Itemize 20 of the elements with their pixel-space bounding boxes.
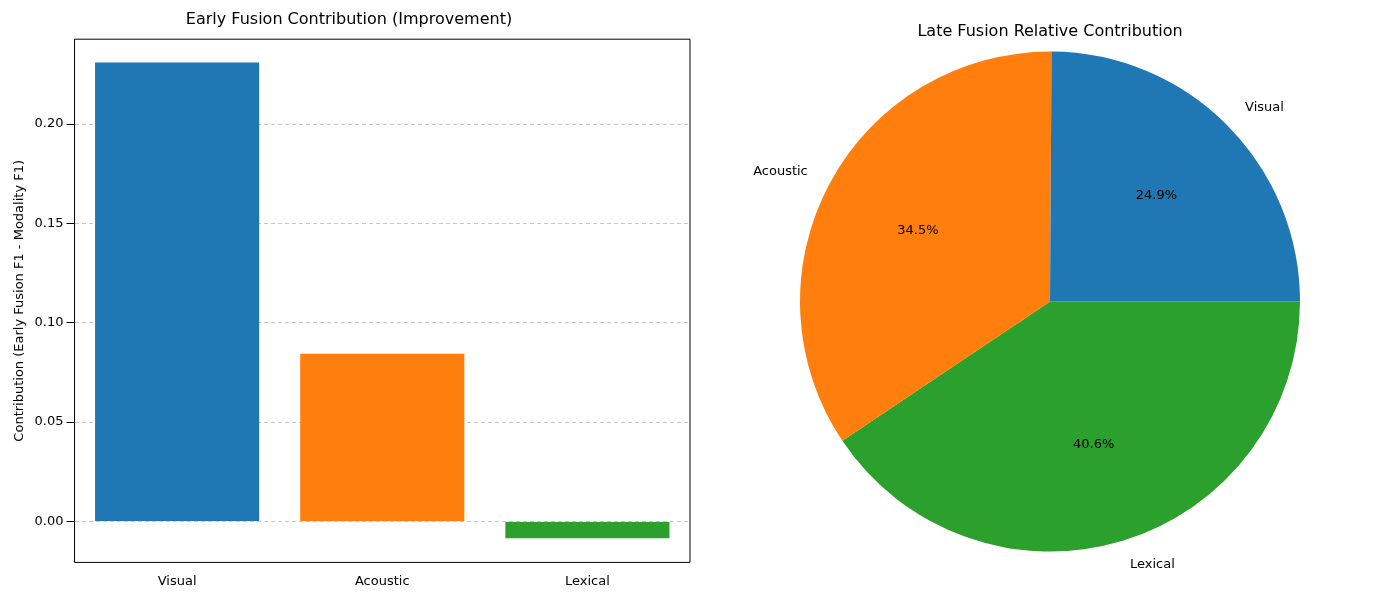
y-tick-label: 0.20	[34, 115, 64, 131]
slice-label: Acoustic	[753, 162, 808, 178]
data-label: 40.6%	[1073, 436, 1115, 452]
x-tick-label: Acoustic	[354, 572, 410, 588]
data-label: 24.9%	[1135, 187, 1178, 203]
x-tick-label: Lexical	[565, 572, 610, 588]
slice-label: Lexical	[1130, 556, 1175, 572]
chart-title: Early Fusion Contribution (Improvement)	[185, 8, 513, 28]
bar	[505, 521, 670, 539]
slice-label: Visual	[1245, 99, 1284, 115]
y-axis-title: Contribution (Early Fusion F1 - Modality F1)	[11, 159, 27, 442]
chart-title: Late Fusion Relative Contribution	[917, 20, 1183, 40]
bar	[95, 62, 260, 521]
bar	[300, 353, 465, 521]
y-tick-label: 0.05	[34, 413, 64, 429]
data-label: 34.5%	[897, 221, 939, 237]
y-tick-label: 0.00	[34, 512, 64, 528]
x-tick-label: Visual	[157, 572, 197, 588]
y-tick-label: 0.15	[34, 214, 64, 230]
y-tick-label: 0.10	[34, 314, 64, 330]
